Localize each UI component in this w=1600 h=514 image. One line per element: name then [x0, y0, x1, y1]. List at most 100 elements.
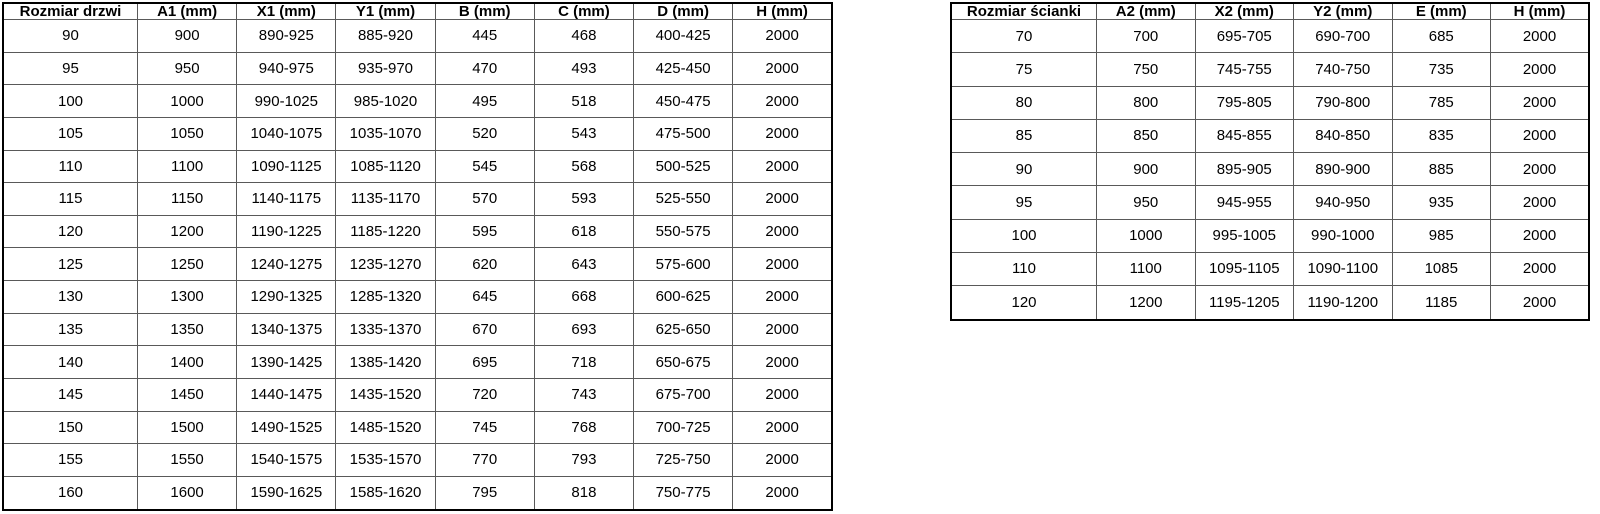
table-cell: 2000 [732, 475, 833, 511]
table-cell: 520 [434, 116, 535, 151]
table-cell: 850 [1096, 118, 1196, 154]
table-cell: 1390-1425 [236, 345, 337, 379]
table-cell: 750 [1096, 52, 1196, 87]
table-cell: 95 [950, 185, 1097, 220]
table-row: 90 900 890-925 885-920 445 468 400-425 2000 [2, 19, 833, 53]
column-header: X1 (mm) [236, 2, 337, 20]
table-cell: 2000 [732, 345, 833, 379]
table-cell: 2000 [732, 149, 833, 184]
table-cell: 1335-1370 [335, 312, 436, 347]
table-cell: 785 [1391, 85, 1491, 120]
table-cell: 468 [533, 19, 635, 53]
table-cell: 840-850 [1293, 118, 1393, 154]
table-cell: 945-955 [1194, 185, 1294, 220]
table-cell: 950 [136, 51, 238, 86]
table-row: 95 950 945-955 940-950 935 2000 [950, 185, 1590, 220]
table-cell: 1290-1325 [236, 280, 337, 314]
table-cell: 130 [2, 280, 138, 314]
table-cell: 500-525 [633, 149, 734, 184]
table-cell: 2000 [732, 377, 833, 412]
table-cell: 568 [533, 149, 635, 184]
table-cell: 1240-1275 [236, 247, 337, 281]
table-cell: 2000 [732, 410, 833, 445]
table-cell: 2000 [1490, 18, 1590, 54]
table-cell: 995-1005 [1194, 218, 1294, 253]
table-cell: 1400 [136, 345, 238, 379]
table-cell: 720 [434, 377, 535, 412]
table-cell: 695-705 [1194, 18, 1294, 54]
table-cell: 75 [950, 52, 1097, 87]
table-cell: 618 [533, 214, 635, 249]
table-cell: 890-925 [236, 19, 337, 53]
table-cell: 1040-1075 [236, 116, 337, 151]
table-row: 135 1350 1340-1375 1335-1370 670 693 625-650 20… [2, 312, 833, 347]
table-cell: 1000 [1096, 218, 1196, 253]
table-cell: 620 [434, 247, 535, 281]
table-cell: 1585-1620 [335, 475, 436, 511]
table-cell: 650-675 [633, 345, 734, 379]
table-cell: 1450 [136, 377, 238, 412]
table-cell: 470 [434, 51, 535, 86]
table-cell: 685 [1391, 18, 1491, 54]
column-header: H (mm) [732, 2, 833, 20]
table-cell: 493 [533, 51, 635, 86]
table-cell: 795 [434, 475, 535, 511]
table-cell: 2000 [732, 443, 833, 477]
table-cell: 940-975 [236, 51, 337, 86]
wall-sizes-table: Rozmiar ścianki A2 (mm) X2 (mm) Y2 (mm) E (m… [950, 2, 1590, 321]
table-cell: 1535-1570 [335, 443, 436, 477]
table-row: 160 1600 1590-1625 1585-1620 795 818 750-775 20… [2, 475, 833, 511]
table-cell: 115 [2, 182, 138, 216]
table-row: 105 1050 1040-1075 1035-1070 520 543 475-500 20… [2, 116, 833, 151]
table-cell: 1085 [1391, 251, 1491, 287]
table-cell: 2000 [732, 84, 833, 118]
table-cell: 675-700 [633, 377, 734, 412]
table-cell: 900 [136, 19, 238, 53]
table-cell: 743 [533, 377, 635, 412]
table-cell: 518 [533, 84, 635, 118]
table-cell: 793 [533, 443, 635, 477]
table-row: 120 1200 1195-1205 1190-1200 1185 2000 [950, 285, 1590, 321]
table-cell: 595 [434, 214, 535, 249]
table-cell: 525-550 [633, 182, 734, 216]
column-header: A1 (mm) [136, 2, 238, 20]
table-row: 115 1150 1140-1175 1135-1170 570 593 525-550 20… [2, 182, 833, 216]
table-cell: 100 [2, 84, 138, 118]
table-cell: 120 [950, 285, 1097, 321]
table-cell: 2000 [732, 312, 833, 347]
table-cell: 2000 [732, 247, 833, 281]
table-cell: 100 [950, 218, 1097, 253]
table-cell: 95 [2, 51, 138, 86]
table-cell: 1600 [136, 475, 238, 511]
table-cell: 935-970 [335, 51, 436, 86]
table-cell: 1090-1100 [1293, 251, 1393, 287]
table-cell: 85 [950, 118, 1097, 154]
table-row: 70 700 695-705 690-700 685 2000 [950, 18, 1590, 54]
table-cell: 735 [1391, 52, 1491, 87]
table-row: 110 1100 1095-1105 1090-1100 1085 2000 [950, 251, 1590, 287]
table-cell: 890-900 [1293, 152, 1393, 187]
column-header: Rozmiar drzwi [2, 2, 138, 20]
table-cell: 1485-1520 [335, 410, 436, 445]
table-cell: 1190-1225 [236, 214, 337, 249]
column-header: B (mm) [434, 2, 535, 20]
table-cell: 1385-1420 [335, 345, 436, 379]
table-cell: 990-1000 [1293, 218, 1393, 253]
table-cell: 670 [434, 312, 535, 347]
table-cell: 125 [2, 247, 138, 281]
column-header: C (mm) [533, 2, 635, 20]
table-cell: 110 [2, 149, 138, 184]
table-cell: 750-775 [633, 475, 734, 511]
table-cell: 105 [2, 116, 138, 151]
table-cell: 1340-1375 [236, 312, 337, 347]
header-row: Rozmiar drzwi A1 (mm) X1 (mm) Y1 (mm) B (mm)… [2, 2, 833, 20]
table-cell: 1200 [136, 214, 238, 249]
table-cell: 718 [533, 345, 635, 379]
table-cell: 1150 [136, 182, 238, 216]
table-cell: 2000 [732, 214, 833, 249]
table-cell: 2000 [1490, 185, 1590, 220]
table-cell: 935 [1391, 185, 1491, 220]
table-cell: 450-475 [633, 84, 734, 118]
table-cell: 2000 [1490, 218, 1590, 253]
table-cell: 1100 [1096, 251, 1196, 287]
